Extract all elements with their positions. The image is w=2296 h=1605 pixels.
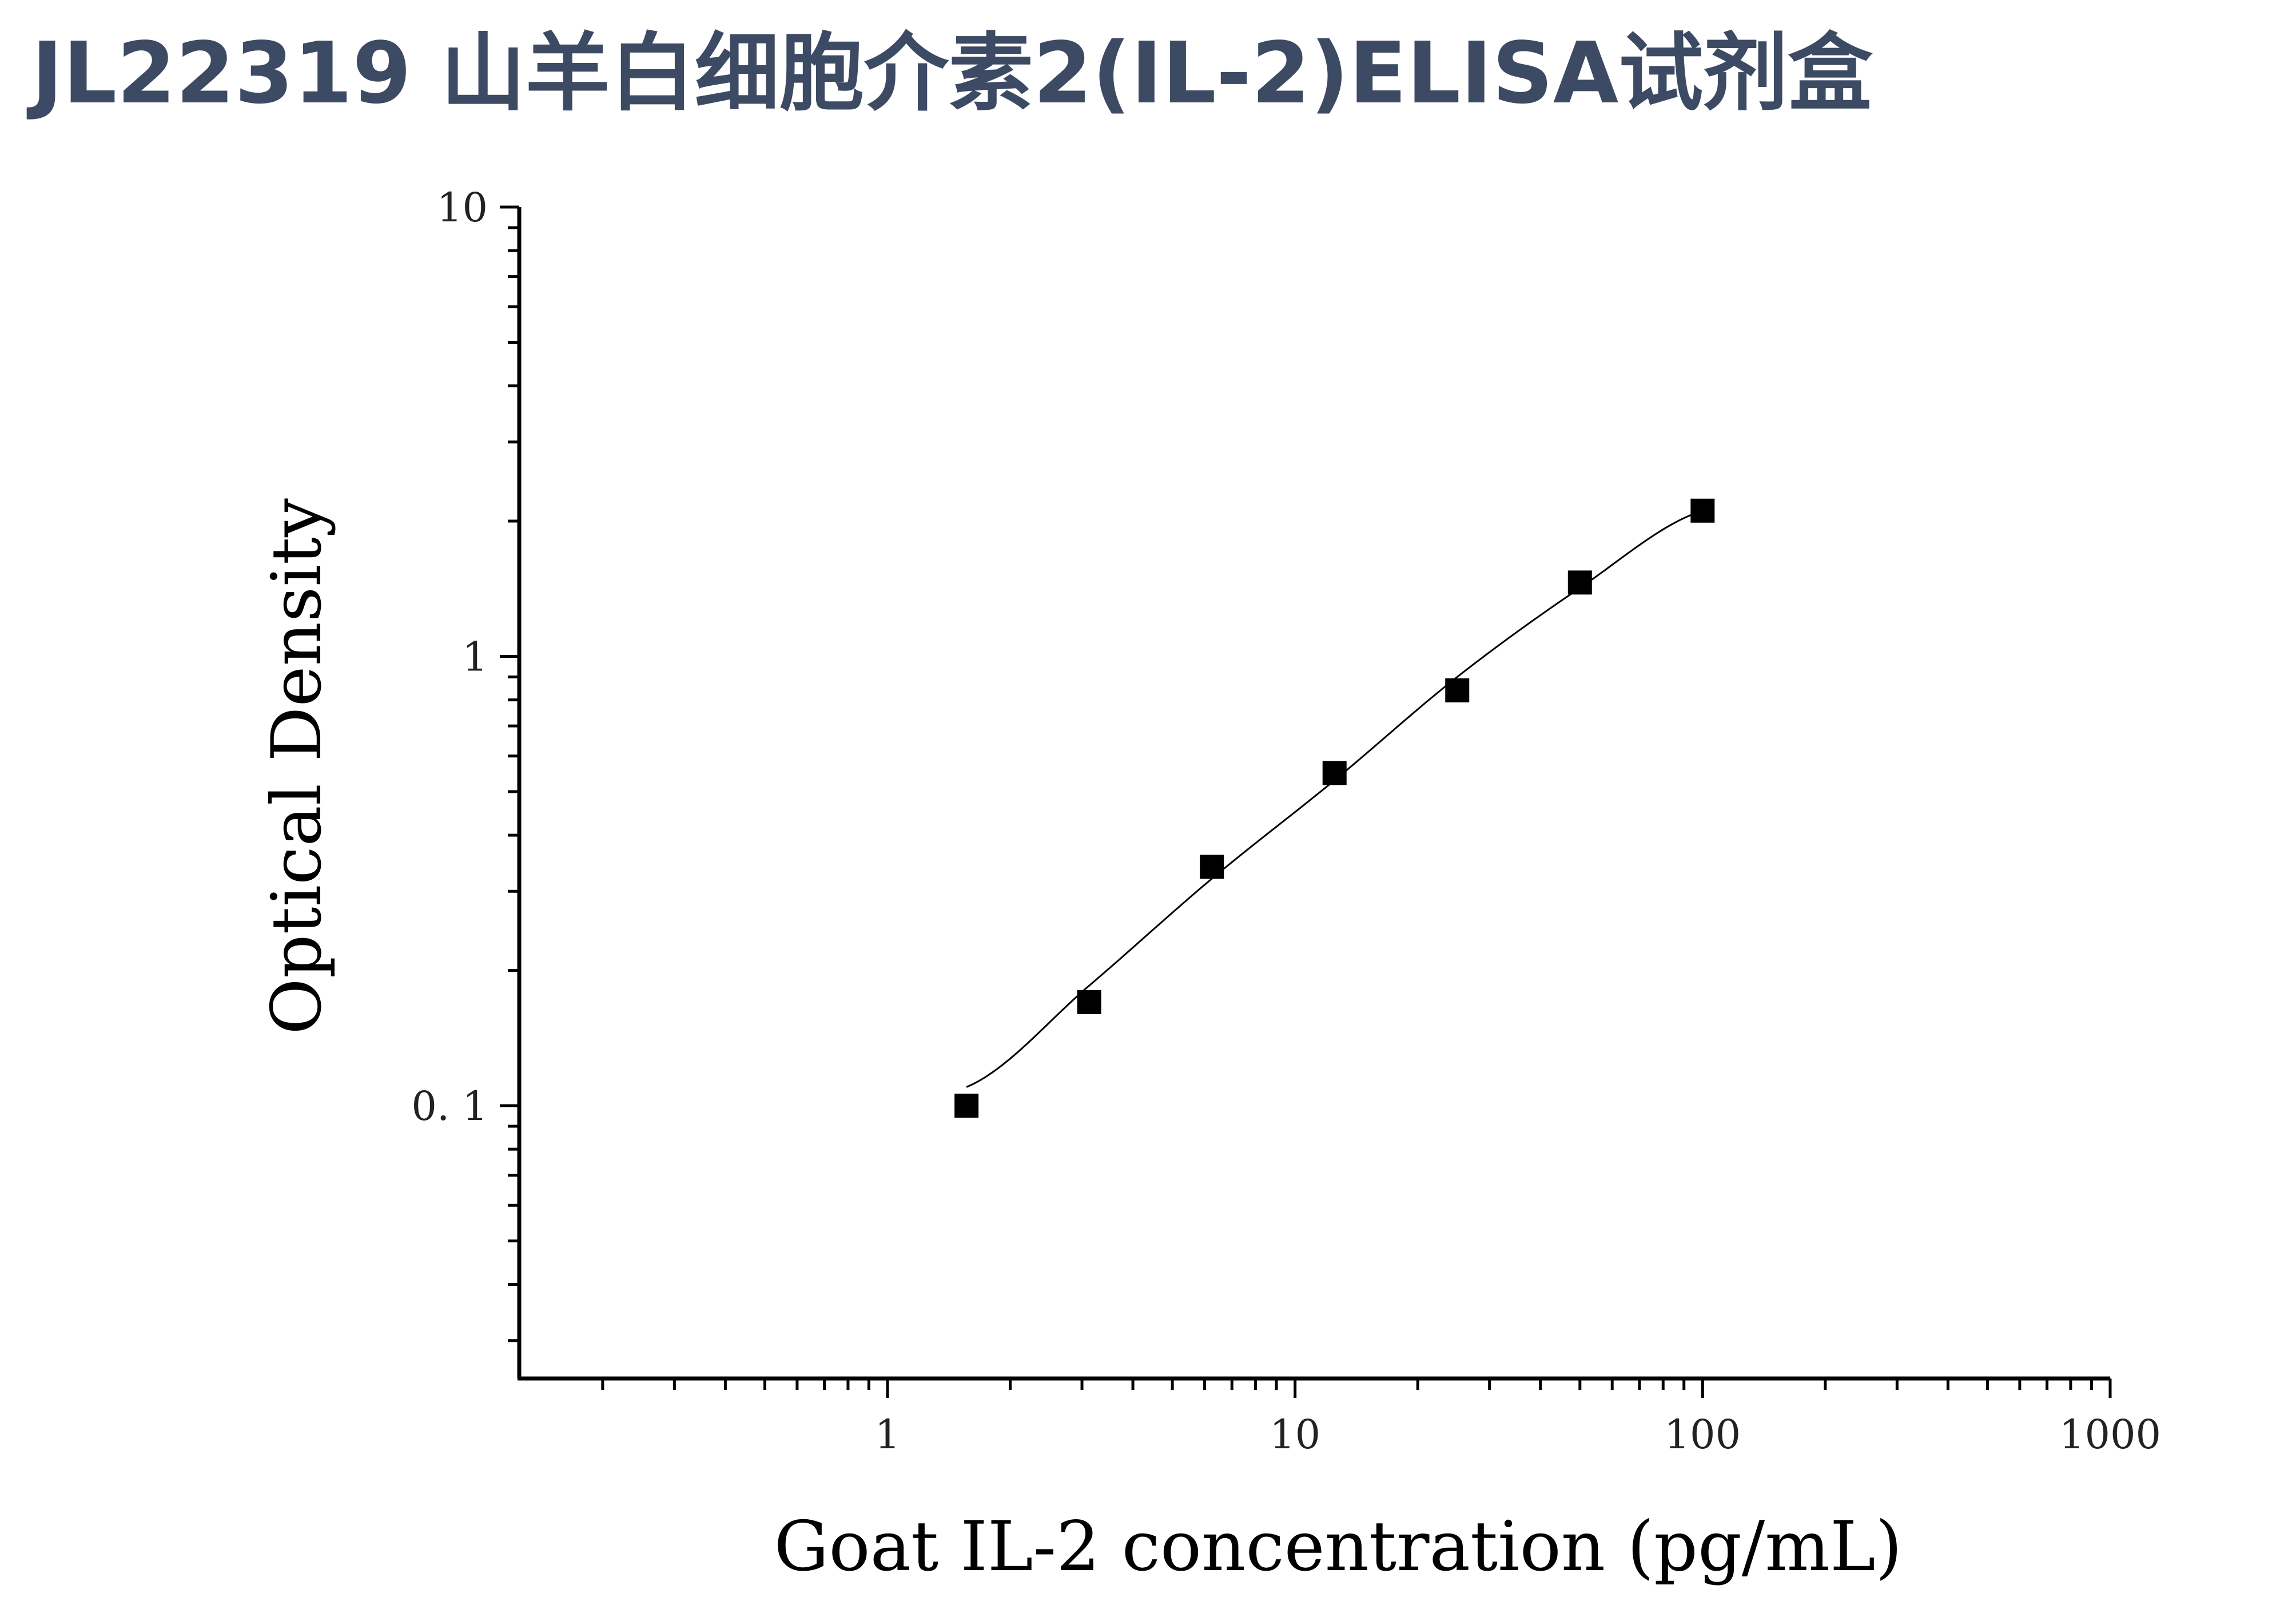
fit-curve [966, 510, 1703, 1088]
data-point [954, 1094, 979, 1118]
x-axis-title: Goat IL-2 concentration (pg/mL) [774, 1507, 1903, 1587]
y-axis-title: Optical Density [257, 498, 337, 1035]
axis-ticks [500, 205, 2112, 1398]
data-point [1445, 678, 1470, 702]
x-tick-label: 1000 [2059, 1411, 2161, 1458]
tick-labels: 1 10 100 1000 0. 1 1 10 [411, 184, 2161, 1458]
x-tick-label: 1 [875, 1411, 901, 1458]
data-point [1077, 990, 1101, 1014]
y-tick-label: 10 [437, 184, 488, 231]
y-tick-label: 0. 1 [411, 1083, 488, 1130]
page-title: JL22319 山羊白细胞介素2(IL-2)ELISA试剂盒 [31, 24, 1873, 122]
data-point [1200, 855, 1224, 879]
data-point [1690, 498, 1715, 523]
data-point [1322, 761, 1347, 785]
x-tick-label: 100 [1665, 1411, 1741, 1458]
x-tick-label: 10 [1270, 1411, 1320, 1458]
axes [517, 207, 2110, 1381]
data-point [1567, 570, 1592, 595]
y-tick-label: 1 [462, 634, 488, 681]
plot-area [954, 498, 1715, 1118]
